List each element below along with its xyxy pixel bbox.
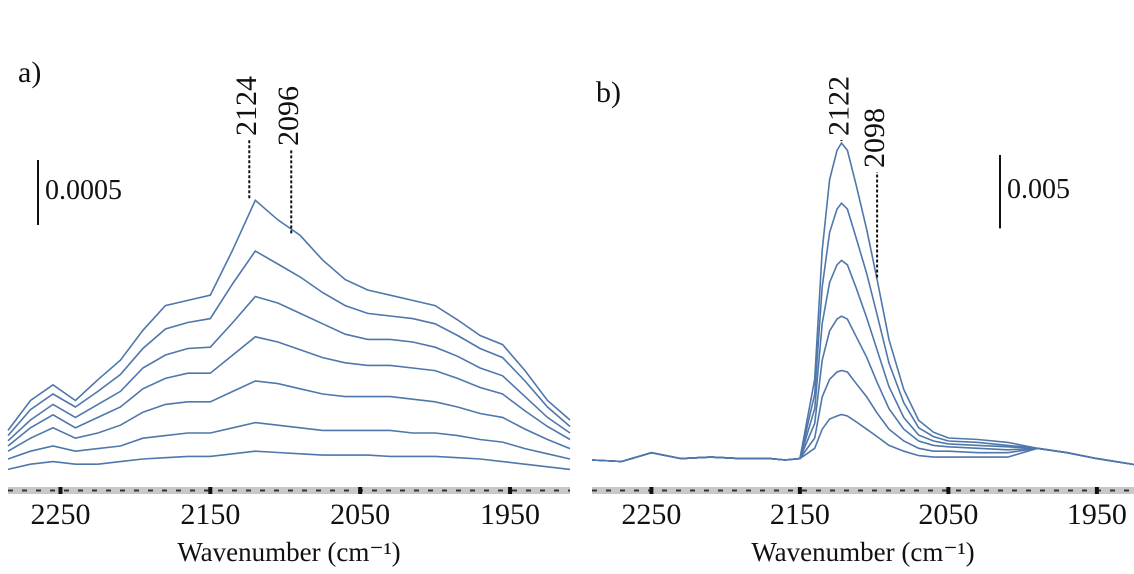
spectrum-line bbox=[7, 335, 571, 447]
peak-label: 2124 bbox=[230, 76, 263, 136]
scale-bar-label: 0.005 bbox=[1007, 174, 1070, 205]
spectrum-line bbox=[591, 201, 1134, 466]
peak-label: 2098 bbox=[858, 108, 891, 168]
spectrum-line bbox=[591, 259, 1134, 466]
peak-label: 2096 bbox=[272, 86, 305, 146]
spectrum-line bbox=[7, 421, 571, 460]
x-tick-label: 1950 bbox=[1067, 498, 1127, 531]
x-tick-label: 2250 bbox=[621, 498, 681, 531]
spectrum-line bbox=[7, 380, 571, 452]
x-axis-label: Wavenumber (cm⁻¹) bbox=[177, 537, 400, 567]
x-axis-label: Wavenumber (cm⁻¹) bbox=[751, 537, 974, 567]
x-tick-label: 1950 bbox=[480, 498, 540, 531]
peak-label: 2122 bbox=[822, 76, 855, 136]
spectrum-line bbox=[7, 198, 571, 431]
spectrum-line bbox=[7, 249, 571, 437]
panel-label: b) bbox=[596, 76, 621, 109]
spectrum-line bbox=[591, 413, 1134, 466]
x-tick-label: 2050 bbox=[918, 498, 978, 531]
spectrum-line bbox=[7, 450, 571, 471]
x-tick-label: 2150 bbox=[770, 498, 830, 531]
spectrum-line bbox=[591, 315, 1134, 466]
scale-bar-label: 0.0005 bbox=[45, 175, 122, 206]
x-tick-label: 2150 bbox=[180, 498, 240, 531]
panel-label: a) bbox=[18, 56, 41, 89]
spectrum-line bbox=[7, 295, 571, 442]
x-tick-label: 2250 bbox=[30, 498, 90, 531]
x-tick-label: 2050 bbox=[330, 498, 390, 531]
